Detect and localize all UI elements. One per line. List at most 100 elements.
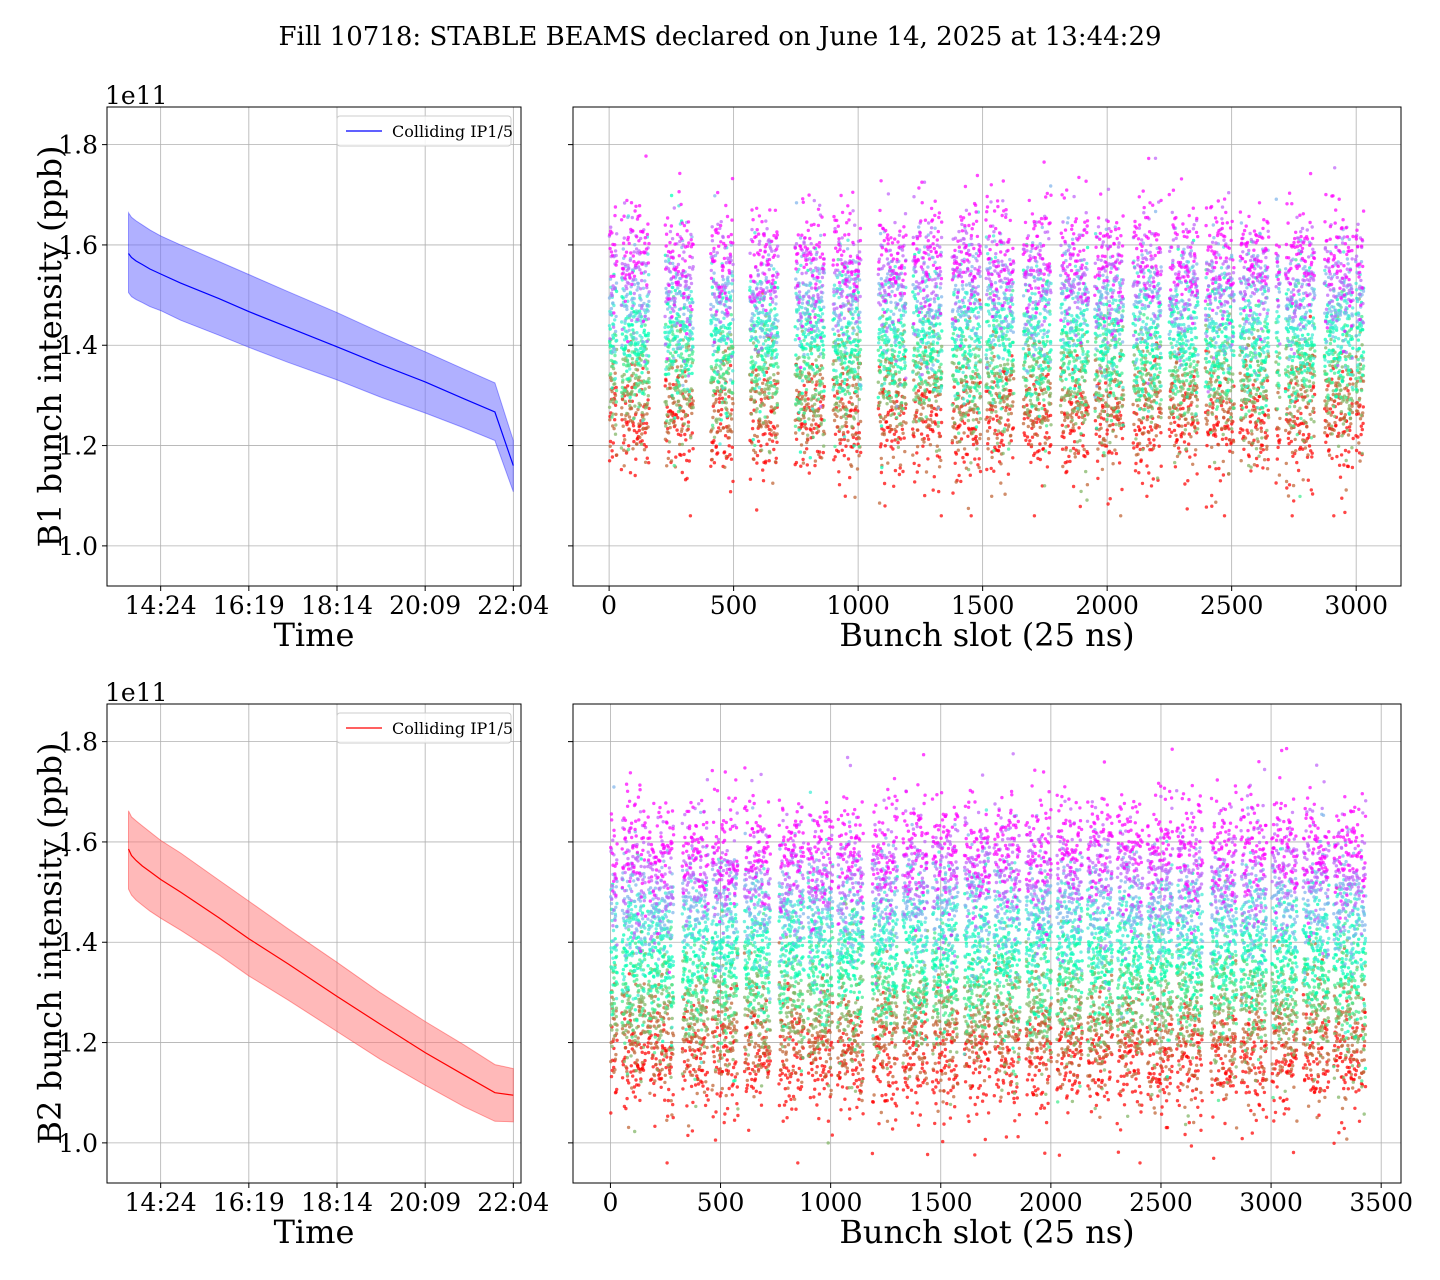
bunch-intensity-point <box>1338 384 1341 387</box>
bunch-intensity-point <box>688 449 691 452</box>
bunch-intensity-point <box>1346 429 1349 432</box>
bunch-intensity-point <box>1160 465 1163 468</box>
bunch-intensity-point <box>1171 410 1174 413</box>
bunch-intensity-point <box>853 417 856 420</box>
bunch-intensity-point <box>608 406 611 409</box>
bunch-intensity-point <box>1208 465 1211 468</box>
bunch-intensity-point <box>938 456 941 459</box>
bunch-intensity-point <box>1292 424 1295 427</box>
bunch-intensity-point <box>1361 428 1364 431</box>
bunch-intensity-point <box>1080 401 1083 404</box>
bunch-intensity-point <box>884 390 887 393</box>
bunch-intensity-point <box>615 290 618 293</box>
bunch-intensity-point <box>878 401 881 404</box>
bunch-intensity-point <box>975 418 978 421</box>
bunch-intensity-point <box>1099 413 1102 416</box>
bunch-intensity-point <box>901 470 904 473</box>
bunch-intensity-point <box>1213 461 1216 464</box>
bunch-intensity-point <box>1221 368 1224 371</box>
bunch-intensity-point <box>1093 378 1096 381</box>
bunch-intensity-point <box>973 457 976 460</box>
bunch-intensity-point <box>992 470 995 473</box>
bunch-intensity-point <box>1298 495 1301 498</box>
bunch-intensity-point <box>808 471 811 474</box>
bunch-intensity-point <box>999 399 1002 402</box>
bunch-intensity-point <box>846 430 849 433</box>
bunch-intensity-point <box>1031 374 1034 377</box>
bunch-intensity-point <box>1049 414 1052 417</box>
bunch-intensity-point <box>752 341 755 344</box>
bunch-intensity-point <box>1292 499 1295 502</box>
bunch-intensity-point <box>1248 455 1251 458</box>
bunch-intensity-point <box>1071 426 1074 429</box>
bunch-intensity-point <box>806 402 809 405</box>
bunch-intensity-point <box>1195 472 1198 475</box>
bunch-intensity-point <box>687 420 690 423</box>
bunch-intensity-point <box>638 381 641 384</box>
bunch-intensity-point <box>879 415 882 418</box>
bunch-intensity-point <box>1332 405 1335 408</box>
bunch-intensity-point <box>1339 388 1342 391</box>
bunch-intensity-point <box>955 480 958 483</box>
bunch-intensity-point <box>1264 436 1267 439</box>
bunch-intensity-point <box>1311 367 1314 370</box>
bunch-intensity-point <box>1028 388 1031 391</box>
bunch-intensity-point <box>712 389 715 392</box>
bunch-intensity-point <box>1118 338 1121 341</box>
bunch-intensity-point <box>843 382 846 385</box>
bunch-intensity-point <box>1081 444 1084 447</box>
bunch-intensity-point <box>883 433 886 436</box>
bunch-intensity-point <box>1022 364 1025 367</box>
bunch-intensity-point <box>883 482 886 485</box>
bunch-intensity-point <box>620 446 623 449</box>
bunch-intensity-point <box>1176 408 1179 411</box>
bunch-intensity-point <box>1072 395 1075 398</box>
bunch-intensity-point <box>1214 501 1217 504</box>
bunch-intensity-point <box>1168 435 1171 438</box>
bunch-intensity-point <box>1292 484 1295 487</box>
bunch-intensity-point <box>670 394 673 397</box>
bunch-intensity-point <box>1357 404 1360 407</box>
bunch-intensity-point <box>1012 392 1015 395</box>
bunch-intensity-point <box>971 400 974 403</box>
bunch-intensity-point <box>1348 425 1351 428</box>
bunch-intensity-point <box>967 468 970 471</box>
bunch-intensity-point <box>776 404 779 407</box>
bunch-intensity-point <box>682 307 685 310</box>
bunch-intensity-point <box>988 416 991 419</box>
bunch-intensity-point <box>750 395 753 398</box>
bunch-intensity-point <box>853 496 856 499</box>
bunch-intensity-point <box>839 442 842 445</box>
bunch-intensity-point <box>1081 413 1084 416</box>
bunch-intensity-point <box>677 381 680 384</box>
bunch-intensity-point <box>683 433 686 436</box>
bunch-intensity-point <box>770 405 773 408</box>
bunch-intensity-point <box>1117 406 1120 409</box>
bunch-intensity-point <box>819 373 822 376</box>
x-tick-label: 20:09 <box>389 591 461 620</box>
bunch-intensity-point <box>1189 396 1192 399</box>
bunch-intensity-point <box>794 425 797 428</box>
bunch-intensity-point <box>962 431 965 434</box>
bunch-intensity-point <box>1086 483 1089 486</box>
bunch-intensity-point <box>823 334 826 337</box>
bunch-intensity-point <box>1159 431 1162 434</box>
bunch-intensity-point <box>615 389 618 392</box>
bunch-intensity-point <box>1039 374 1042 377</box>
bunch-intensity-point <box>1048 403 1051 406</box>
bunch-intensity-point <box>1094 410 1097 413</box>
bunch-intensity-point <box>1330 425 1333 428</box>
bunch-intensity-point <box>688 459 691 462</box>
bunch-intensity-point <box>1011 289 1014 292</box>
bunch-intensity-point <box>897 412 900 415</box>
bunch-intensity-point <box>1076 402 1079 405</box>
bunch-intensity-point <box>1138 442 1141 445</box>
bunch-intensity-point <box>718 397 721 400</box>
bunch-intensity-point <box>1027 425 1030 428</box>
bunch-intensity-point <box>1186 410 1189 413</box>
bunch-intensity-point <box>912 431 915 434</box>
bunch-intensity-point <box>795 364 798 367</box>
bunch-intensity-point <box>752 419 755 422</box>
bunch-intensity-point <box>641 392 644 395</box>
bunch-intensity-point <box>1267 458 1270 461</box>
